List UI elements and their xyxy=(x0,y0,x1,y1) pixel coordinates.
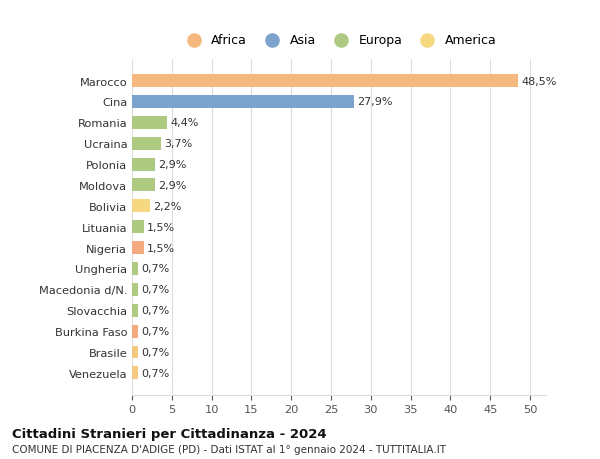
Bar xyxy=(132,137,161,151)
Text: 2,9%: 2,9% xyxy=(158,180,187,190)
Bar xyxy=(132,325,137,338)
Bar xyxy=(132,117,167,129)
Bar xyxy=(132,75,518,88)
Text: 0,7%: 0,7% xyxy=(141,368,169,378)
Text: 2,2%: 2,2% xyxy=(152,202,181,211)
Text: Cittadini Stranieri per Cittadinanza - 2024: Cittadini Stranieri per Cittadinanza - 2… xyxy=(12,427,326,440)
Bar xyxy=(132,158,155,171)
Text: 0,7%: 0,7% xyxy=(141,285,169,295)
Text: 1,5%: 1,5% xyxy=(147,222,175,232)
Text: COMUNE DI PIACENZA D'ADIGE (PD) - Dati ISTAT al 1° gennaio 2024 - TUTTITALIA.IT: COMUNE DI PIACENZA D'ADIGE (PD) - Dati I… xyxy=(12,444,446,453)
Text: 48,5%: 48,5% xyxy=(521,76,557,86)
Legend: Africa, Asia, Europa, America: Africa, Asia, Europa, America xyxy=(176,29,502,52)
Bar xyxy=(132,221,144,234)
Bar xyxy=(132,367,137,380)
Bar xyxy=(132,304,137,317)
Text: 0,7%: 0,7% xyxy=(141,264,169,274)
Text: 0,7%: 0,7% xyxy=(141,326,169,336)
Text: 1,5%: 1,5% xyxy=(147,243,175,253)
Bar xyxy=(132,96,354,109)
Text: 0,7%: 0,7% xyxy=(141,347,169,357)
Bar xyxy=(132,179,155,192)
Text: 3,7%: 3,7% xyxy=(164,139,193,149)
Bar xyxy=(132,200,149,213)
Bar xyxy=(132,346,137,358)
Text: 27,9%: 27,9% xyxy=(358,97,393,107)
Text: 0,7%: 0,7% xyxy=(141,306,169,315)
Text: 2,9%: 2,9% xyxy=(158,160,187,170)
Bar xyxy=(132,241,144,254)
Bar xyxy=(132,283,137,296)
Text: 4,4%: 4,4% xyxy=(170,118,199,128)
Bar xyxy=(132,263,137,275)
